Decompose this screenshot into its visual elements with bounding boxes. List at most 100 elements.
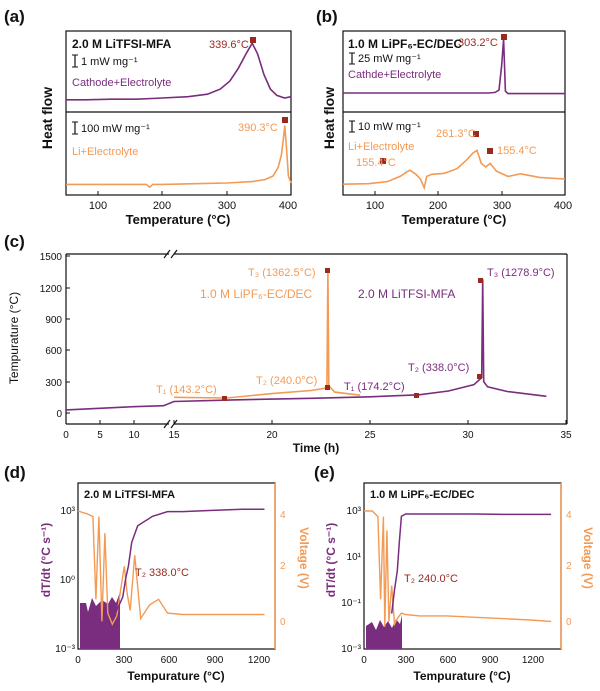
c-ytick-300: 300 <box>45 378 62 389</box>
e-ytick-r4: 4 <box>566 510 572 521</box>
b-top-peak-marker <box>501 34 507 40</box>
a-scale-bottom <box>72 121 78 135</box>
c-xtick-15: 15 <box>168 430 180 441</box>
c-xtick-35: 35 <box>560 430 572 441</box>
d-title: 2.0 M LiTFSI-MFA <box>84 489 175 501</box>
d-xtick-900: 900 <box>207 655 224 666</box>
a-ylabel: Heat flow <box>39 87 55 149</box>
a-scale-top <box>72 54 78 68</box>
e-ylabel-left: dT/dt (°C s⁻¹) <box>324 523 338 597</box>
a-xtick-400: 400 <box>279 200 297 212</box>
e-ytick-r2: 2 <box>566 561 572 572</box>
c-ytick-900: 900 <box>45 315 62 326</box>
b-ylabel: Heat flow <box>321 87 337 149</box>
a-xtick-100: 100 <box>89 200 107 212</box>
a-top-series-line <box>66 41 292 101</box>
c-legend-lipf6: 1.0 M LiPF₆-EC/DEC <box>200 287 313 301</box>
e-ylabel-right: Voltage (V) <box>581 527 595 589</box>
c-xtick-5: 5 <box>97 430 103 441</box>
panel-label-d: (d) <box>4 463 26 482</box>
c-litfsi-t3-label: T₃ (1278.9°C) <box>487 267 555 279</box>
b-top-series-label: Cathde+Electrolyte <box>348 69 441 81</box>
e-ytick-1e-3: 10⁻³ <box>341 644 361 655</box>
c-xtick-20: 20 <box>266 430 278 441</box>
b-xticks <box>374 191 566 195</box>
a-top-peak-marker <box>250 37 256 43</box>
e-annotation: T₂ 240.0°C <box>404 573 458 585</box>
d-annotation: T₂ 338.0°C <box>135 567 189 579</box>
b-scale-top <box>349 52 355 65</box>
e-fill-region <box>366 615 402 649</box>
e-xtick-300: 300 <box>398 655 415 666</box>
a-xticks <box>97 191 292 195</box>
e-dtdt-line <box>390 513 552 614</box>
e-ytick-1e3: 10³ <box>347 506 362 517</box>
e-xtick-900: 900 <box>482 655 499 666</box>
d-ylabel-left: dT/dt (°C s⁻¹) <box>39 523 53 597</box>
d-ytick-r4: 4 <box>280 510 286 521</box>
d-ytick-1e0: 10⁰ <box>60 575 75 586</box>
d-voltage-line <box>77 510 265 626</box>
e-ytick-1e1: 10¹ <box>347 552 362 563</box>
b-frame <box>342 30 566 196</box>
b-peak2-marker <box>473 131 479 137</box>
d-ylabel-right: Voltage (V) <box>297 527 311 589</box>
d-xtick-0: 0 <box>75 655 81 666</box>
b-xtick-200: 200 <box>429 200 447 212</box>
a-frame <box>65 30 292 196</box>
c-xtick-25: 25 <box>364 430 376 441</box>
c-ytick-1200: 1200 <box>40 284 63 295</box>
c-xlabel: Time (h) <box>293 441 339 455</box>
a-xtick-300: 300 <box>218 200 236 212</box>
a-top-peak-label: 339.6°C <box>209 39 249 51</box>
d-xlabel: Tempurature (°C) <box>127 669 224 683</box>
a-xlabel: Temperature (°C) <box>126 212 231 227</box>
c-litfsi-t2-marker <box>477 374 482 379</box>
b-peak1-label: 155.4°C <box>356 157 396 169</box>
a-scale-top-label: 1 mW mg⁻¹ <box>81 56 138 68</box>
panel-label-e: (e) <box>314 463 335 482</box>
c-ytick-600: 600 <box>45 346 62 357</box>
d-fill-region <box>80 592 120 649</box>
c-xtick-10: 10 <box>128 430 140 441</box>
a-scale-bottom-label: 100 mW mg⁻¹ <box>81 123 150 135</box>
e-title: 1.0 M LiPF₆-EC/DEC <box>370 489 475 501</box>
c-legend-litfsi: 2.0 M LiTFSI-MFA <box>358 287 455 301</box>
a-title: 2.0 M LiTFSI-MFA <box>72 37 172 51</box>
a-bottom-peak-marker <box>282 117 288 123</box>
b-scale-bottom <box>349 120 355 133</box>
d-dtdt-line <box>114 508 265 614</box>
b-xtick-100: 100 <box>366 200 384 212</box>
d-xtick-1200: 1200 <box>248 655 271 666</box>
e-xlabel: Tempurature (°C) <box>413 669 510 683</box>
e-voltage-line <box>364 510 552 627</box>
c-litfsi-t3-marker <box>478 278 483 283</box>
c-lipf6-t1-marker <box>222 396 227 401</box>
e-ytick-r0: 0 <box>566 617 572 628</box>
b-peak1-marker <box>380 158 386 164</box>
c-litfsi-t1-marker <box>414 393 419 398</box>
d-xtick-300: 300 <box>116 655 133 666</box>
b-xtick-300: 300 <box>493 200 511 212</box>
d-ytick-1e3: 10³ <box>61 506 76 517</box>
e-xtick-600: 600 <box>440 655 457 666</box>
panel-label-c: (c) <box>4 232 25 251</box>
b-peak2-label: 261.3°C <box>436 128 476 140</box>
e-frame <box>363 482 562 650</box>
b-top-peak-label: 303.2°C <box>458 37 498 49</box>
e-ytick-1e-1: 10⁻¹ <box>341 598 361 609</box>
c-ytick-0: 0 <box>56 409 62 420</box>
panel-label-a: (a) <box>4 7 25 26</box>
c-lipf6-t1-label: T₁ (143.2°C) <box>156 384 217 396</box>
c-lipf6-t3-label: T₃ (1362.5°C) <box>248 267 316 279</box>
c-litfsi-t1-label: T₁ (174.2°C) <box>344 381 405 393</box>
e-xtick-1200: 1200 <box>522 655 545 666</box>
c-lipf6-t2-marker <box>325 385 330 390</box>
c-xtick-30: 30 <box>462 430 474 441</box>
d-xtick-600: 600 <box>161 655 178 666</box>
c-lipf6-t3-marker <box>325 268 330 273</box>
a-bottom-series-line <box>66 125 292 189</box>
b-scale-top-label: 25 mW mg⁻¹ <box>358 53 421 65</box>
c-lipf6-t2-label: T₂ (240.0°C) <box>256 375 317 387</box>
